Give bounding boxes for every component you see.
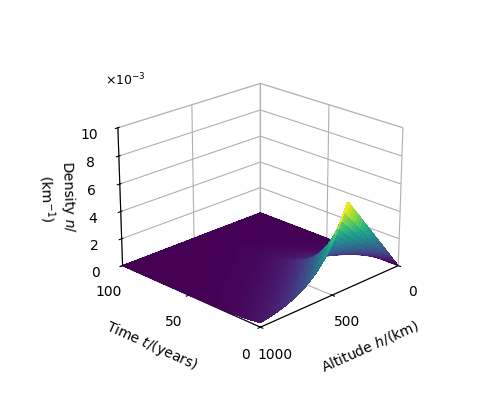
X-axis label: Altitude $h$/(km): Altitude $h$/(km) [318,317,420,374]
Y-axis label: Time $t$/(years): Time $t$/(years) [103,318,200,374]
Text: $\times10^{-3}$: $\times10^{-3}$ [106,71,146,88]
